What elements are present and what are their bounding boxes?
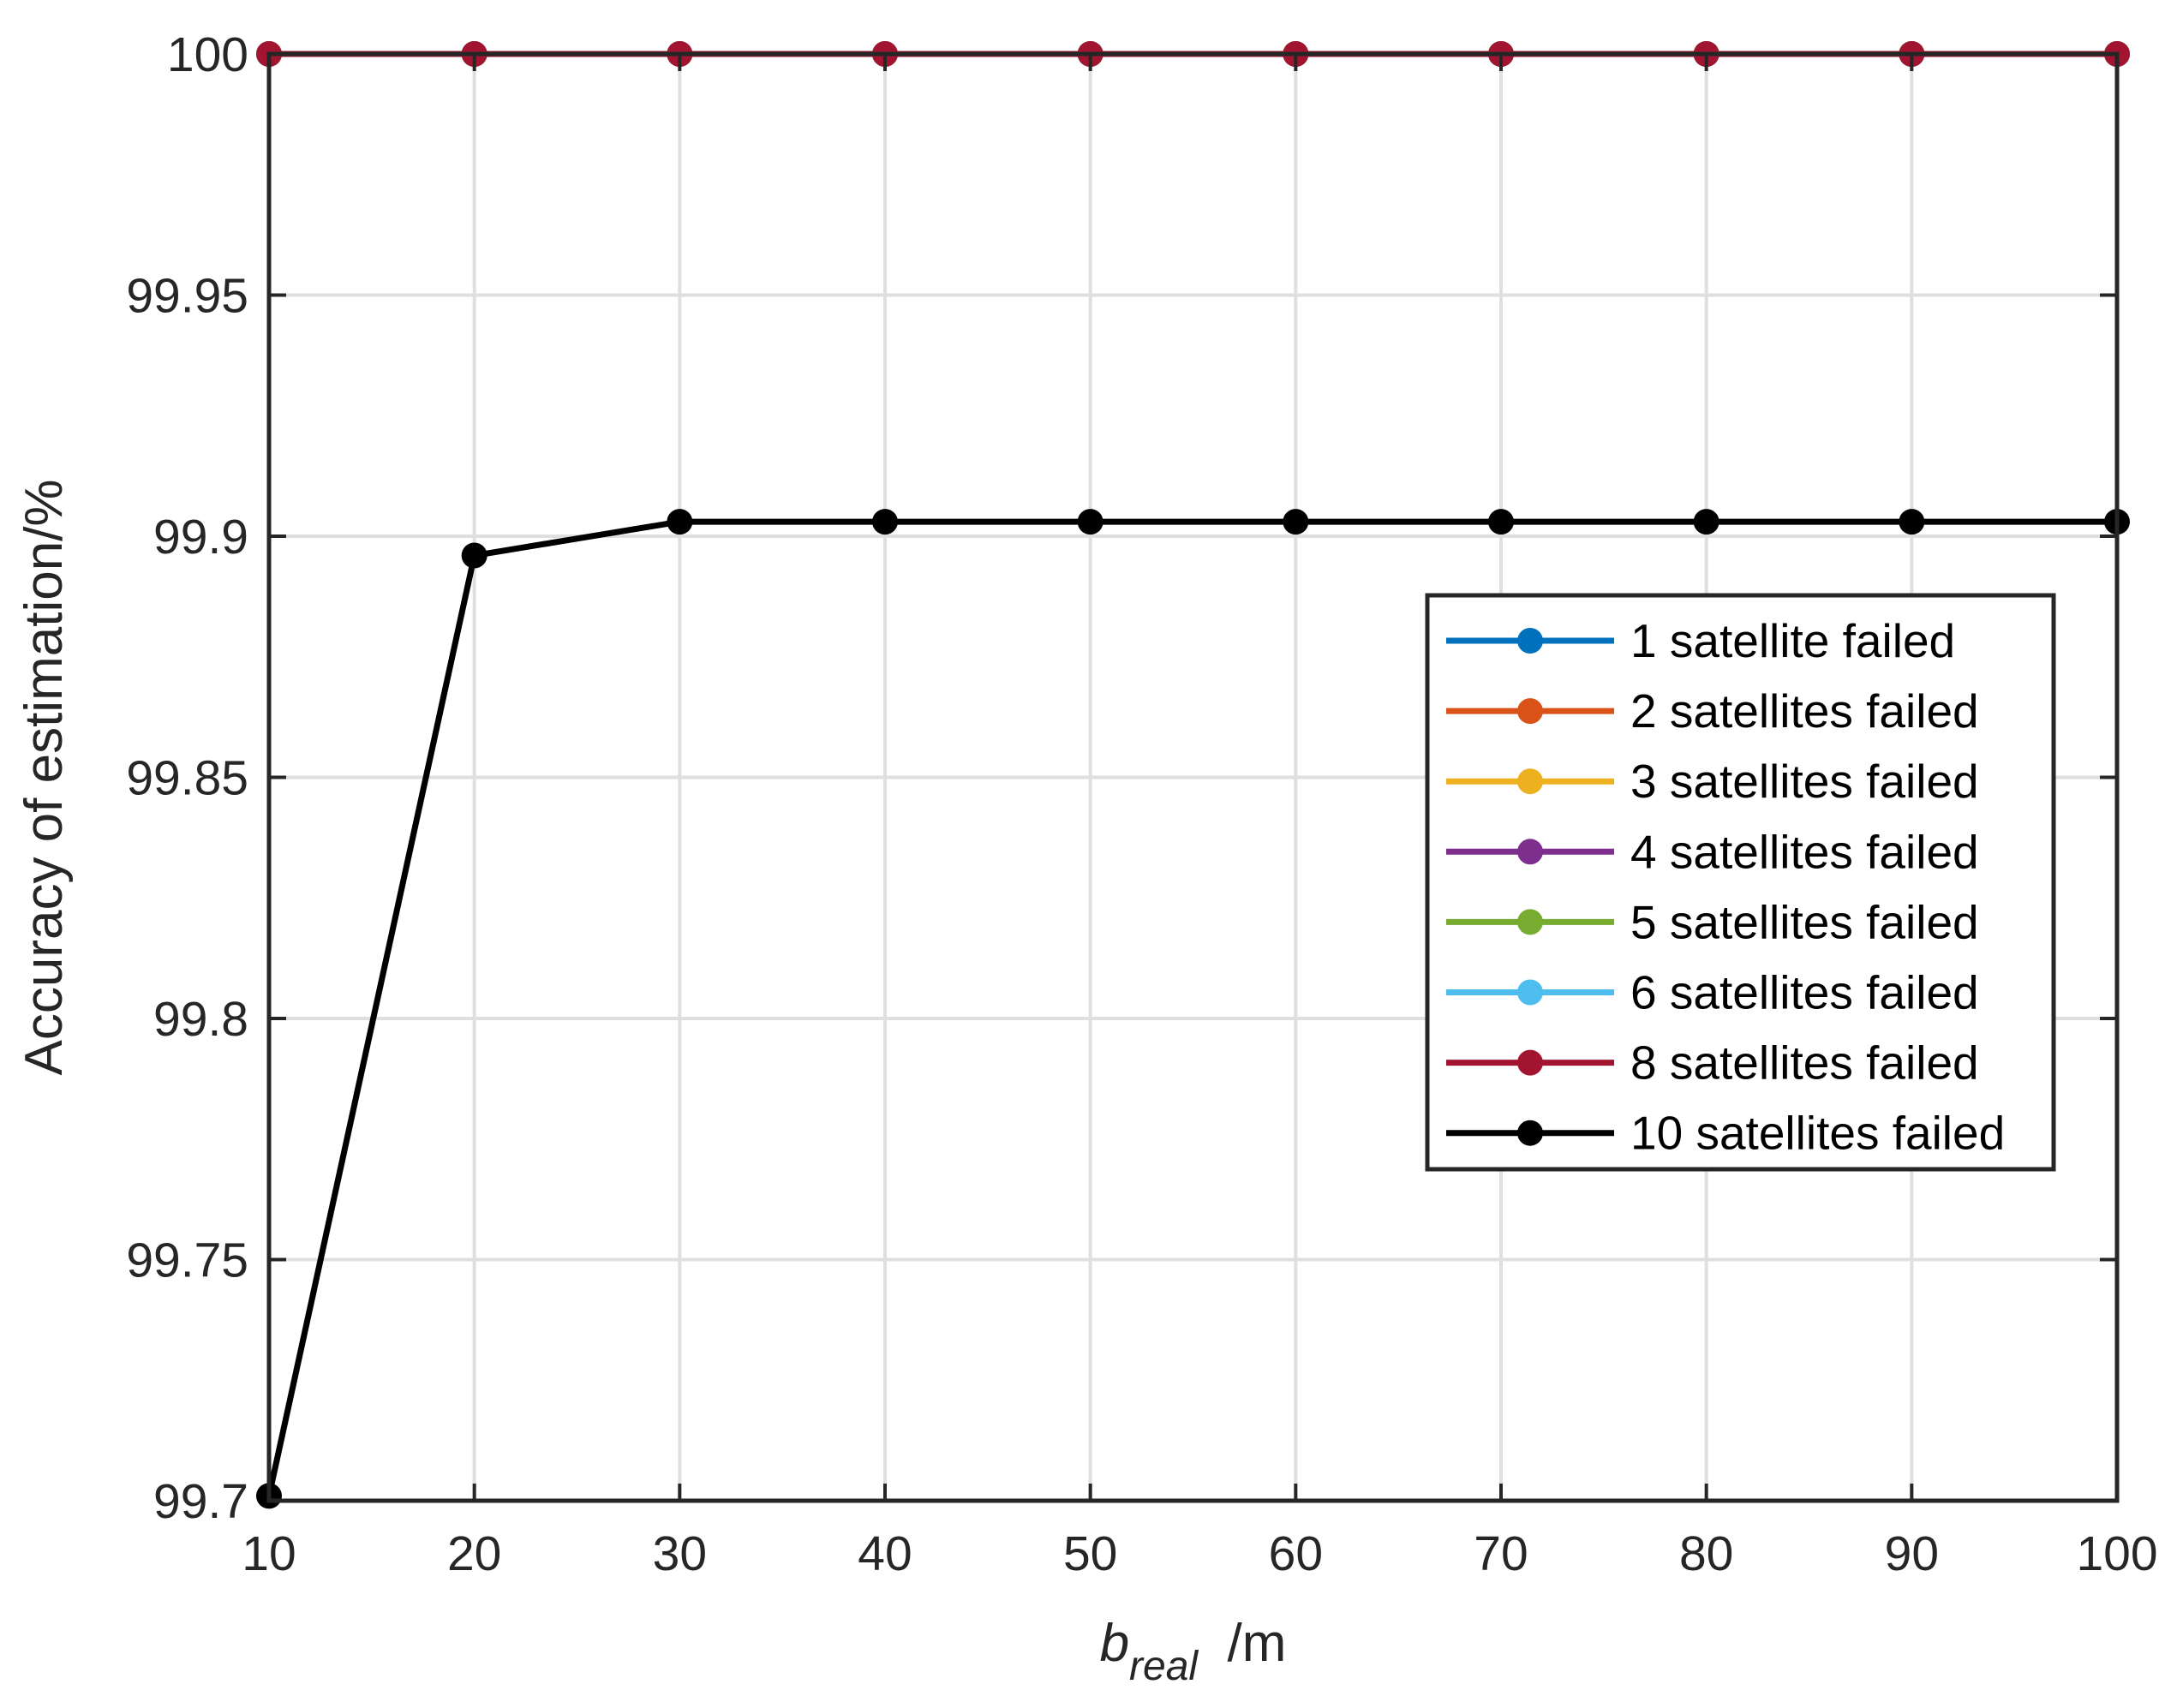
y-tick-label: 99.75 [126, 1233, 248, 1288]
series-group [256, 509, 2130, 1509]
x-tick-label: 70 [1474, 1526, 1528, 1581]
series-line [266, 518, 2117, 1497]
legend-marker [1517, 698, 1543, 725]
x-axis-label-unit: /m [1198, 1614, 1286, 1673]
legend-marker [1517, 768, 1543, 795]
data-point [461, 542, 487, 569]
x-axis-label-subscript: real [1129, 1644, 1199, 1689]
x-tick-label: 80 [1679, 1526, 1733, 1581]
legend-label: 4 satellites failed [1630, 825, 1979, 878]
y-tick-label: 99.85 [126, 751, 248, 806]
legend-label: 5 satellites failed [1630, 895, 1979, 948]
x-tick-label: 90 [1885, 1526, 1939, 1581]
x-axis-label-main: b [1100, 1614, 1129, 1673]
legend-marker [1517, 1120, 1543, 1146]
y-tick-label: 99.7 [153, 1474, 248, 1529]
y-tick-label: 99.95 [126, 269, 248, 324]
x-tick-label: 50 [1063, 1526, 1117, 1581]
legend: 1 satellite failed 2 satellites failed 3 s… [1425, 593, 2056, 1172]
legend-label: 8 satellites failed [1630, 1036, 1979, 1090]
y-tick-label: 100 [167, 27, 248, 82]
x-tick-label: 60 [1269, 1526, 1323, 1581]
y-tick-label: 99.8 [153, 992, 248, 1047]
legend-label: 10 satellites failed [1630, 1107, 2005, 1160]
data-point [1899, 509, 1925, 535]
x-tick-label: 100 [2076, 1526, 2157, 1581]
x-tick-label: 20 [447, 1526, 501, 1581]
data-point [872, 509, 898, 535]
data-point [1283, 509, 1309, 535]
data-point [1488, 509, 1514, 535]
legend-label: 1 satellite failed [1630, 614, 1955, 667]
legend-marker [1517, 1049, 1543, 1076]
legend-label: 3 satellites failed [1630, 755, 1979, 808]
x-tick-label: 40 [858, 1526, 912, 1581]
legend-marker [1517, 628, 1543, 654]
legend-label: 6 satellites failed [1630, 966, 1979, 1019]
data-point [667, 509, 693, 535]
y-tick-label: 99.9 [153, 510, 248, 564]
axis-tick-labels: 10 20 30 40 50 60 70 80 90 100 99.7 99.75 99.8 99.85 9… [126, 27, 2157, 1581]
axis-ticks [267, 52, 2119, 1502]
legend-marker [1517, 839, 1543, 865]
legend-marker [1517, 979, 1543, 1006]
legend-marker [1517, 909, 1543, 935]
data-point [1693, 509, 1719, 535]
data-point [1077, 509, 1103, 535]
y-axis-label: Accuracy of estimation/% [15, 479, 74, 1075]
x-tick-label: 30 [653, 1526, 707, 1581]
x-axis-label: breal /m [1100, 1614, 1287, 1689]
legend-label: 2 satellites failed [1630, 684, 1979, 738]
x-tick-label: 10 [242, 1526, 296, 1581]
